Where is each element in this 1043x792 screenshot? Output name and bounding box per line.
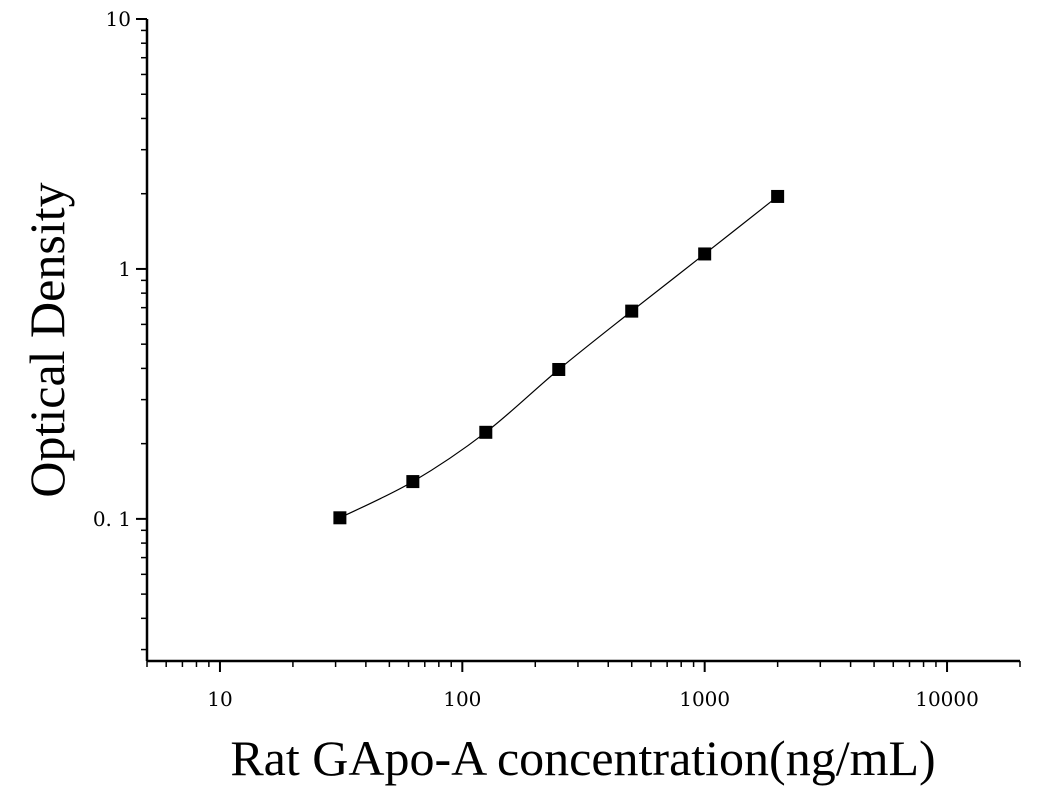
x-tick-label: 100 (443, 687, 481, 711)
tick-labels: 10 100 1000 10000 0. 1 1 10 (93, 7, 979, 711)
data-point (333, 511, 347, 525)
data-point (479, 425, 493, 439)
y-tick-label: 10 (106, 7, 131, 31)
data-point (406, 475, 420, 489)
x-axis-title: Rat GApo-A concentration(ng/mL) (230, 730, 935, 786)
data-point (625, 304, 639, 318)
data-point (552, 362, 566, 376)
y-tick-label: 1 (118, 257, 131, 281)
fit-curve (339, 195, 779, 519)
ticks (136, 18, 1021, 672)
y-tick-label: 0. 1 (93, 507, 131, 531)
x-tick-label: 1000 (679, 687, 730, 711)
data-point (698, 247, 712, 261)
x-tick-label: 10000 (915, 687, 979, 711)
axes (145, 19, 1020, 663)
y-axis-title: Optical Density (19, 182, 75, 497)
data-point (771, 189, 785, 203)
x-tick-label: 10 (207, 687, 232, 711)
data-points (333, 189, 785, 525)
